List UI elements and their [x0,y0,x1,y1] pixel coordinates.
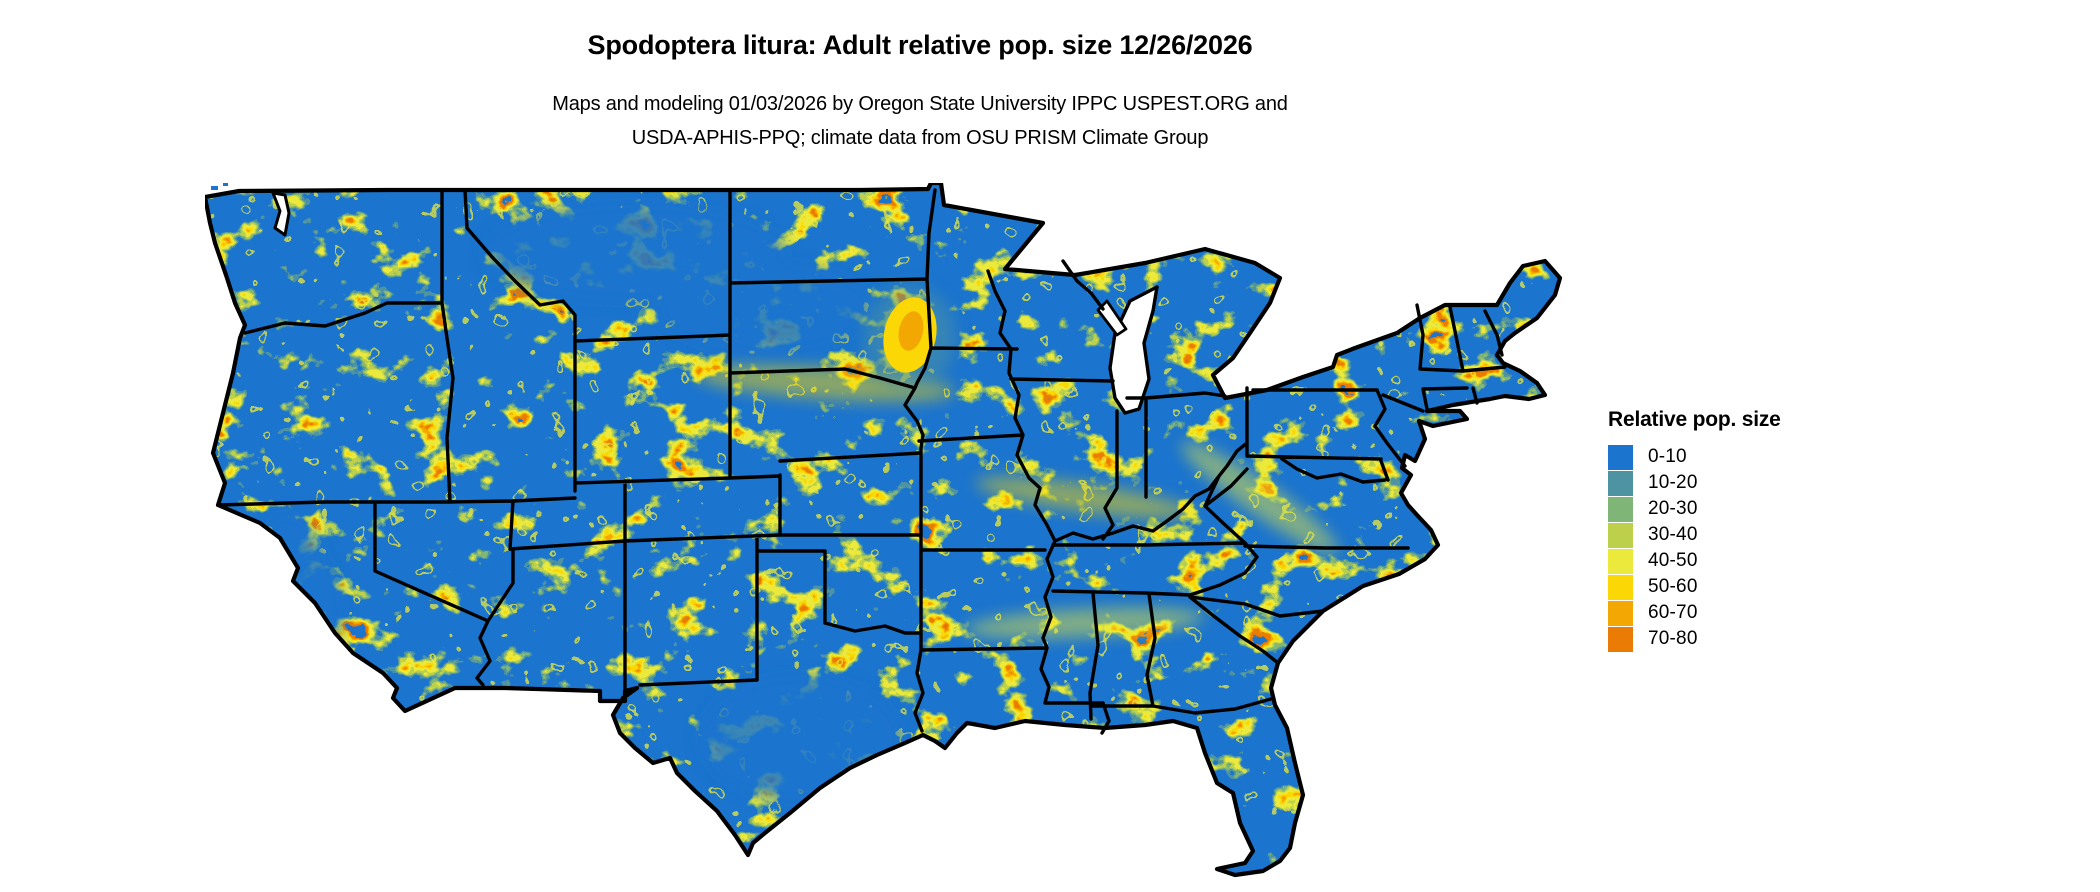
legend-swatch-30-40 [1608,522,1633,548]
legend-label: 0-10 [1648,446,1687,467]
figure-header: Spodoptera litura: Adult relative pop. s… [0,30,1840,155]
legend-label: 40-50 [1648,550,1698,571]
legend-row: 70-80 [1608,626,1781,652]
green-bay [1096,299,1128,337]
legend-label: 70-80 [1648,628,1698,649]
legend-swatch-60-70 [1608,600,1633,626]
subtitle-line-2: USDA-APHIS-PPQ; climate data from OSU PR… [631,127,1209,149]
puget-sound [271,191,291,237]
low-pop-washes [268,205,900,800]
lake-michigan [1096,285,1159,415]
raster-speckle [205,183,1560,875]
state-borders [216,188,1507,735]
legend-label: 60-70 [1648,602,1698,623]
usa-outline [202,180,1563,878]
legend-row: 40-50 [1608,548,1781,574]
legend-row: 10-20 [1608,470,1781,496]
legend-swatch-70-80 [1608,626,1633,652]
legend-swatch-0-10 [1608,444,1633,470]
legend-row: 20-30 [1608,496,1781,522]
legend-row: 30-40 [1608,522,1781,548]
legend-swatch-50-60 [1608,574,1633,600]
legend-label: 10-20 [1648,472,1698,493]
legend: Relative pop. size 0-10 10-20 20-30 30-4… [1608,408,1781,652]
legend-row: 50-60 [1608,574,1781,600]
legend-swatch-40-50 [1608,548,1633,574]
legend-swatch-10-20 [1608,470,1633,496]
legend-row: 60-70 [1608,600,1781,626]
legend-label: 30-40 [1648,524,1698,545]
conus-map-svg [202,180,1563,878]
red-river-hotspot [864,286,956,390]
legend-swatch-20-30 [1608,496,1633,522]
legend-title: Relative pop. size [1608,408,1781,431]
figure-title: Spodoptera litura: Adult relative pop. s… [587,30,1253,60]
subtitle-line-1: Maps and modeling 01/03/2026 by Oregon S… [552,93,1288,115]
legend-row: 0-10 [1608,444,1781,470]
legend-label: 50-60 [1648,576,1698,597]
model-raster-surface [205,183,1560,875]
figure-subtitle: Maps and modeling 01/03/2026 by Oregon S… [0,87,1840,155]
conus-map [202,180,1565,878]
offshore-islets [211,182,228,190]
legend-label: 20-30 [1648,498,1698,519]
